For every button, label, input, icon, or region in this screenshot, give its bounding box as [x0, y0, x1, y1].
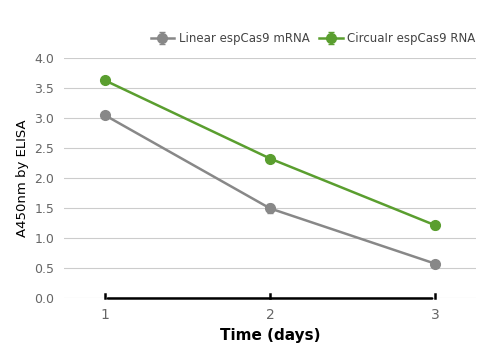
X-axis label: Time (days): Time (days) [220, 328, 320, 343]
Legend: Linear espCas9 mRNA, CircuaIr espCas9 RNA: Linear espCas9 mRNA, CircuaIr espCas9 RN… [146, 27, 480, 50]
Y-axis label: A450nm by ELISA: A450nm by ELISA [16, 119, 28, 237]
